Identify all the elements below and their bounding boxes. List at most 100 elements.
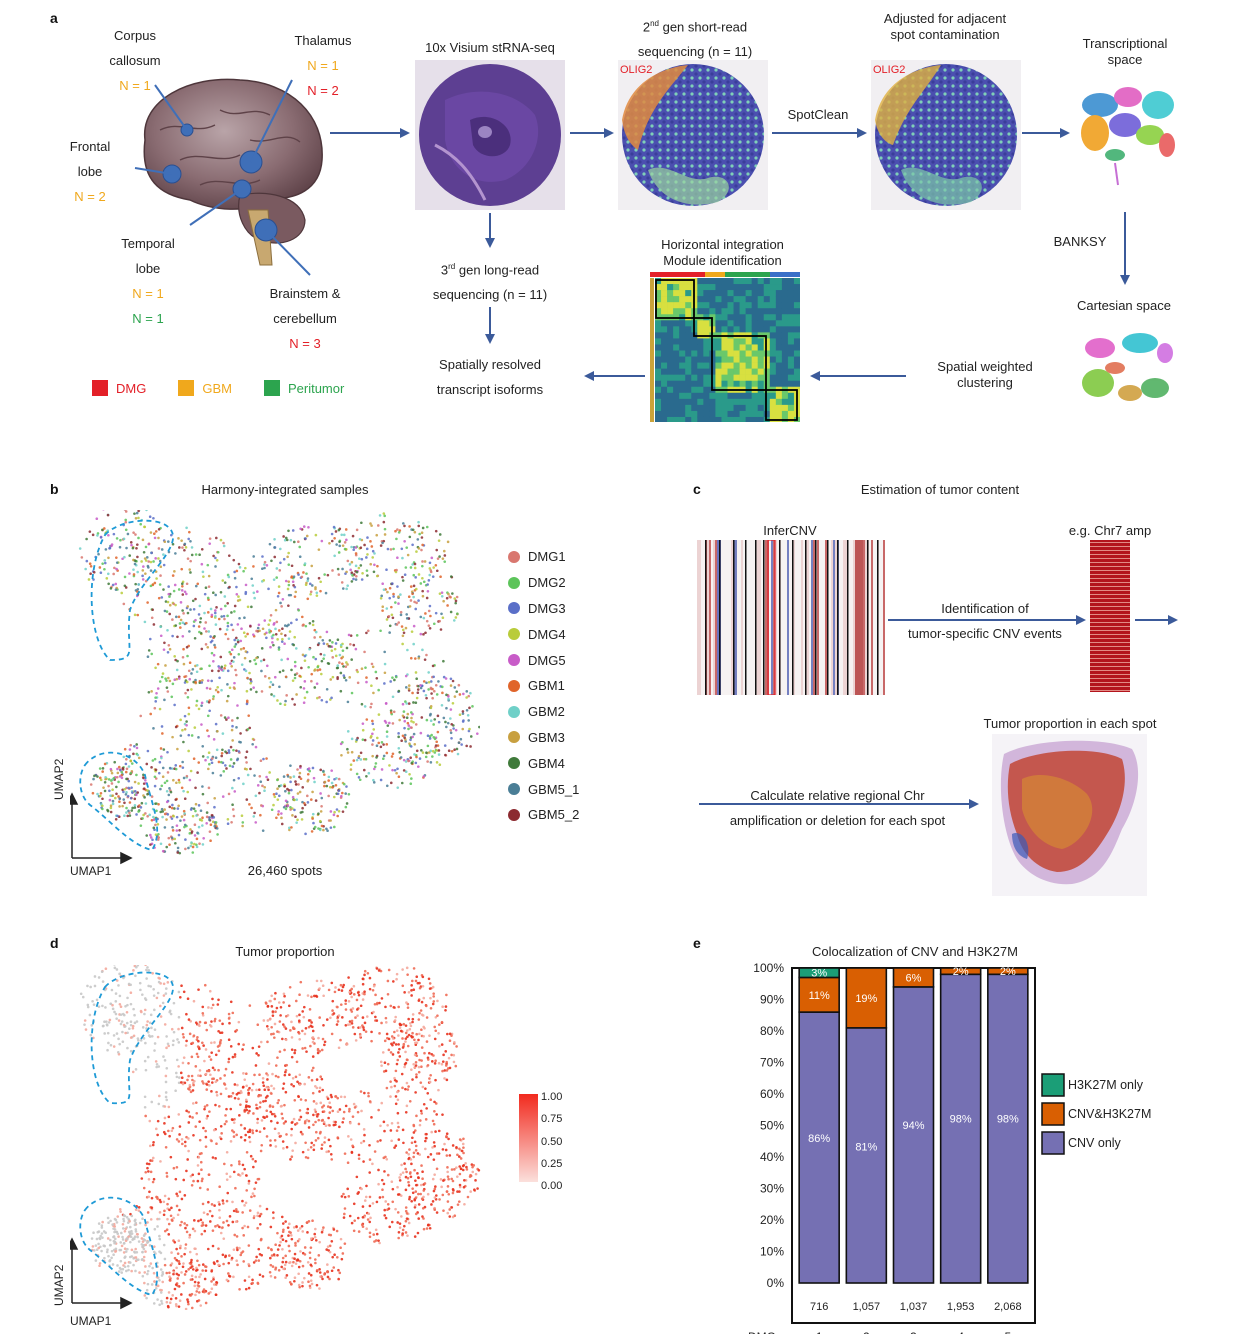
umap-d-ylabel: UMAP2 <box>52 1264 66 1306</box>
y-tick-label: 60% <box>760 1087 784 1101</box>
spotclean-step-line: spot contamination <box>890 27 1000 42</box>
transcriptional-line: space <box>1107 52 1143 67</box>
sample-name: DMG2 <box>528 575 566 591</box>
panel-c-letter: c <box>693 481 701 497</box>
bar-value-label: 11% <box>809 990 830 1002</box>
y-tick-label: 10% <box>760 1245 784 1259</box>
y-tick-label: 40% <box>760 1150 784 1164</box>
panel-e-title: Colocalization of CNV and H3K27M <box>812 944 1018 959</box>
x-tick-label: 2 <box>863 1330 870 1334</box>
bar-count-label: 1,057 <box>853 1301 881 1313</box>
bar-value-label: 94% <box>902 1120 924 1132</box>
region-count: N = 2 <box>74 189 106 204</box>
sample-dot <box>508 731 520 744</box>
region-count: N = 2 <box>307 83 339 98</box>
sample-name: DMG3 <box>528 600 566 616</box>
spatial-weighted-label: Spatial weighted clustering <box>925 359 1045 391</box>
bar-value-label: 86% <box>808 1133 830 1145</box>
legend-swatch <box>92 380 108 396</box>
panel-d-title: Tumor proportion <box>235 944 335 959</box>
legend-swatch <box>1041 1073 1065 1097</box>
short-read-sup: nd <box>650 19 659 28</box>
panel-c-arrow-bottom <box>699 799 979 809</box>
x-tick-label: 4 <box>957 1330 964 1334</box>
region-corpus-callosum: Corpus callosum N = 1 <box>95 23 175 98</box>
outlined-cluster-lower <box>79 1196 159 1297</box>
bar-value-label: 19% <box>855 993 877 1005</box>
colorbar-ticks: 1.00 0.75 0.50 0.25 0.00 <box>541 1086 562 1197</box>
region-name-line: Corpus <box>114 28 156 43</box>
legend-label: CNV only <box>1068 1136 1122 1150</box>
transcriptional-label: Transcriptional space <box>1065 36 1185 68</box>
cartesian-label: Cartesian space <box>1077 298 1171 313</box>
panel-b-letter: b <box>50 481 59 497</box>
bar-segment <box>892 986 935 1284</box>
legend-item-gbm: GBM <box>178 380 232 396</box>
sample-dot <box>508 654 520 667</box>
sample-dot <box>508 783 520 796</box>
legend-swatch <box>1041 1131 1065 1155</box>
sample-name: GBM2 <box>528 704 565 720</box>
legend-label: Peritumor <box>287 380 345 396</box>
sample-name: GBM5_2 <box>528 807 580 823</box>
x-tick-label: 5 <box>1004 1330 1011 1334</box>
bar-segment <box>939 967 982 976</box>
sample-legend-item: DMG4 <box>508 621 579 647</box>
workflow-arrows <box>330 128 1130 381</box>
y-tick-label: 70% <box>760 1056 784 1070</box>
sample-legend-item: GBM5_1 <box>508 776 579 802</box>
region-temporal-lobe: Temporal lobe N = 1 N = 1 <box>108 231 188 331</box>
colorbar-tick: 0.25 <box>541 1157 563 1170</box>
isoforms-line: Spatially resolved <box>439 357 541 372</box>
sample-legend-item: DMG5 <box>508 647 579 673</box>
colorbar-tick: 0.00 <box>541 1180 563 1193</box>
identification-label: Identification of tumor-specific CNV eve… <box>890 596 1080 646</box>
legend-swatch <box>1041 1102 1065 1126</box>
bar-segment <box>939 973 982 1284</box>
umap-d-xlabel: UMAP1 <box>70 1314 112 1328</box>
sample-dot <box>508 628 520 641</box>
short-read-text: gen short-read <box>658 19 748 35</box>
sample-legend-item: GBM3 <box>508 725 579 751</box>
y-tick-label: 100% <box>753 962 784 975</box>
colorbar-tick: 1.00 <box>541 1091 563 1103</box>
legend-item-peritumor: Peritumor <box>263 380 345 396</box>
colorbar-tick: 0.75 <box>541 1113 563 1126</box>
region-name-line: Thalamus <box>294 33 352 48</box>
bar-segment <box>845 967 888 1029</box>
sample-dot <box>508 705 520 718</box>
integration-line: Module identification <box>663 253 782 268</box>
short-read-label: 2nd gen short-read sequencing (n = 11) <box>605 11 785 64</box>
long-read-sup: rd <box>448 262 456 271</box>
bar-count-label: 1,953 <box>947 1301 975 1313</box>
legend-label: DMG <box>116 380 147 396</box>
x-tick-label: 3 <box>910 1330 917 1334</box>
sample-dot <box>508 576 520 589</box>
bar-value-label: 2% <box>953 966 969 978</box>
short-read-spatial-map: OLIG2 <box>618 60 768 210</box>
region-count: N = 1 <box>119 78 151 93</box>
outlined-cluster-lower <box>79 751 159 852</box>
bar-segment <box>987 973 1029 1284</box>
legend-item-dmg: DMG <box>92 380 146 396</box>
colorbar-tick: 0.50 <box>541 1135 563 1148</box>
legend-label: CNV&H3K27M <box>1068 1107 1151 1121</box>
region-name-line: lobe <box>77 164 103 179</box>
region-name-line: Brainstem & <box>269 286 341 301</box>
infercnv-heatmap <box>697 540 885 695</box>
umap-tumor-plot <box>70 965 481 1310</box>
chr7-label: e.g. Chr7 amp <box>1068 523 1152 538</box>
region-count: N = 1 <box>132 311 164 326</box>
legend-label: GBM <box>202 380 232 396</box>
bar-segment <box>892 967 935 988</box>
region-thalamus: Thalamus N = 1 N = 2 <box>283 28 363 103</box>
infercnv-label: InferCNV <box>763 523 817 538</box>
panel-e-letter: e <box>693 935 701 951</box>
brain-illustration <box>134 78 323 276</box>
sample-dot <box>508 602 520 615</box>
sample-name: DMG4 <box>528 626 566 642</box>
sample-legend-item: GBM2 <box>508 699 579 725</box>
y-tick-label: 50% <box>760 1119 784 1133</box>
sample-legend: DMG1 DMG2 DMG3 DMG4 DMG5 GBM1 GBM2 GBM3 GBM4 GBM5… <box>508 544 579 828</box>
tumor-colorbar <box>519 1094 538 1182</box>
